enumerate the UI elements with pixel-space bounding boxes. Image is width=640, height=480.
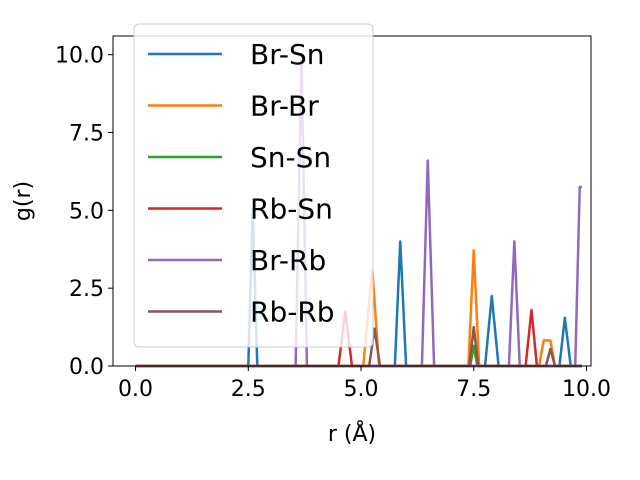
x-tick-label: 0.0 bbox=[118, 377, 153, 402]
y-axis-label: g(r) bbox=[11, 181, 36, 221]
x-tick-label: 7.5 bbox=[456, 377, 491, 402]
y-tick-label: 0.0 bbox=[69, 355, 104, 380]
legend-label-br-sn: Br-Sn bbox=[250, 38, 325, 71]
series-line-sn-sn bbox=[135, 344, 582, 368]
y-tick-label: 5.0 bbox=[69, 199, 104, 224]
x-tick-label: 10.0 bbox=[562, 377, 611, 402]
legend-label-sn-sn: Sn-Sn bbox=[250, 141, 331, 174]
ticks-layer: 0.0 2.5 5.0 7.5 10.0 0.0 2.5 5.0 7.5 10.0 bbox=[55, 44, 611, 402]
y-tick-label: 2.5 bbox=[69, 277, 104, 302]
x-tick-label: 5.0 bbox=[344, 377, 379, 402]
legend-label-rb-sn: Rb-Sn bbox=[250, 193, 333, 226]
legend-label-br-rb: Br-Rb bbox=[250, 244, 326, 277]
y-tick-label: 7.5 bbox=[69, 122, 104, 147]
legend: Br-Sn Br-Br Sn-Sn Rb-Sn Br-Rb Rb-Rb bbox=[133, 23, 374, 348]
x-axis-label: r (Å) bbox=[328, 420, 376, 447]
y-tick-label: 10.0 bbox=[55, 44, 104, 69]
legend-label-br-br: Br-Br bbox=[250, 90, 319, 123]
legend-label-rb-rb: Rb-Rb bbox=[250, 296, 335, 329]
x-tick-label: 2.5 bbox=[231, 377, 266, 402]
